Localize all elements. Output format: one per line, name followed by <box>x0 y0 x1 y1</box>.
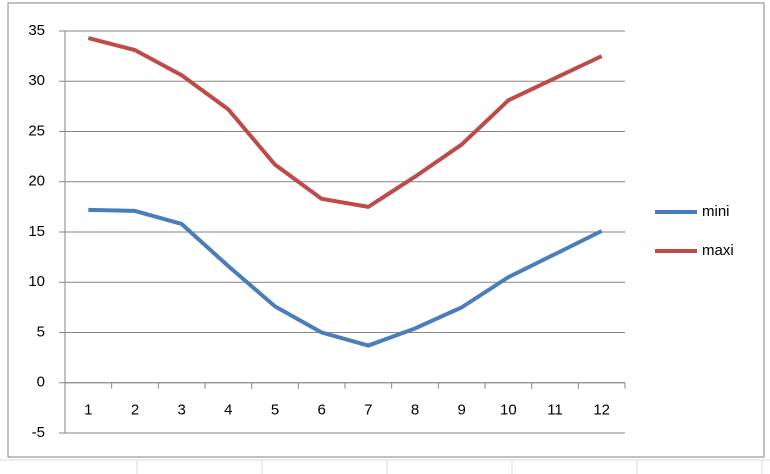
x-tick-label: 1 <box>84 402 92 419</box>
y-tick-label: 0 <box>37 374 45 391</box>
y-tick-label: -5 <box>32 424 45 441</box>
x-tick-label: 10 <box>500 402 517 419</box>
y-tick-label: 35 <box>28 22 45 39</box>
y-tick-label: 30 <box>28 72 45 89</box>
x-tick-label: 6 <box>317 402 325 419</box>
x-tick-label: 2 <box>131 402 139 419</box>
y-tick-label: 15 <box>28 223 45 240</box>
y-tick-label: 20 <box>28 173 45 190</box>
x-tick-label: 3 <box>177 402 185 419</box>
y-tick-label: 25 <box>28 122 45 139</box>
y-tick-label: 10 <box>28 273 45 290</box>
legend-label: maxi <box>702 242 734 259</box>
legend-label: mini <box>702 203 730 220</box>
x-tick-label: 11 <box>547 402 563 419</box>
chart-area <box>7 2 765 458</box>
sheet-cells <box>0 459 770 474</box>
x-tick-label: 8 <box>411 402 419 419</box>
x-tick-label: 4 <box>224 402 232 419</box>
series-line <box>88 207 603 348</box>
x-tick-label: 12 <box>593 402 610 419</box>
series-line <box>87 36 603 209</box>
x-tick-label: 7 <box>364 402 372 419</box>
y-tick-label: 5 <box>37 323 45 340</box>
x-tick-label: 5 <box>271 402 279 419</box>
x-tick-label: 9 <box>457 402 465 419</box>
